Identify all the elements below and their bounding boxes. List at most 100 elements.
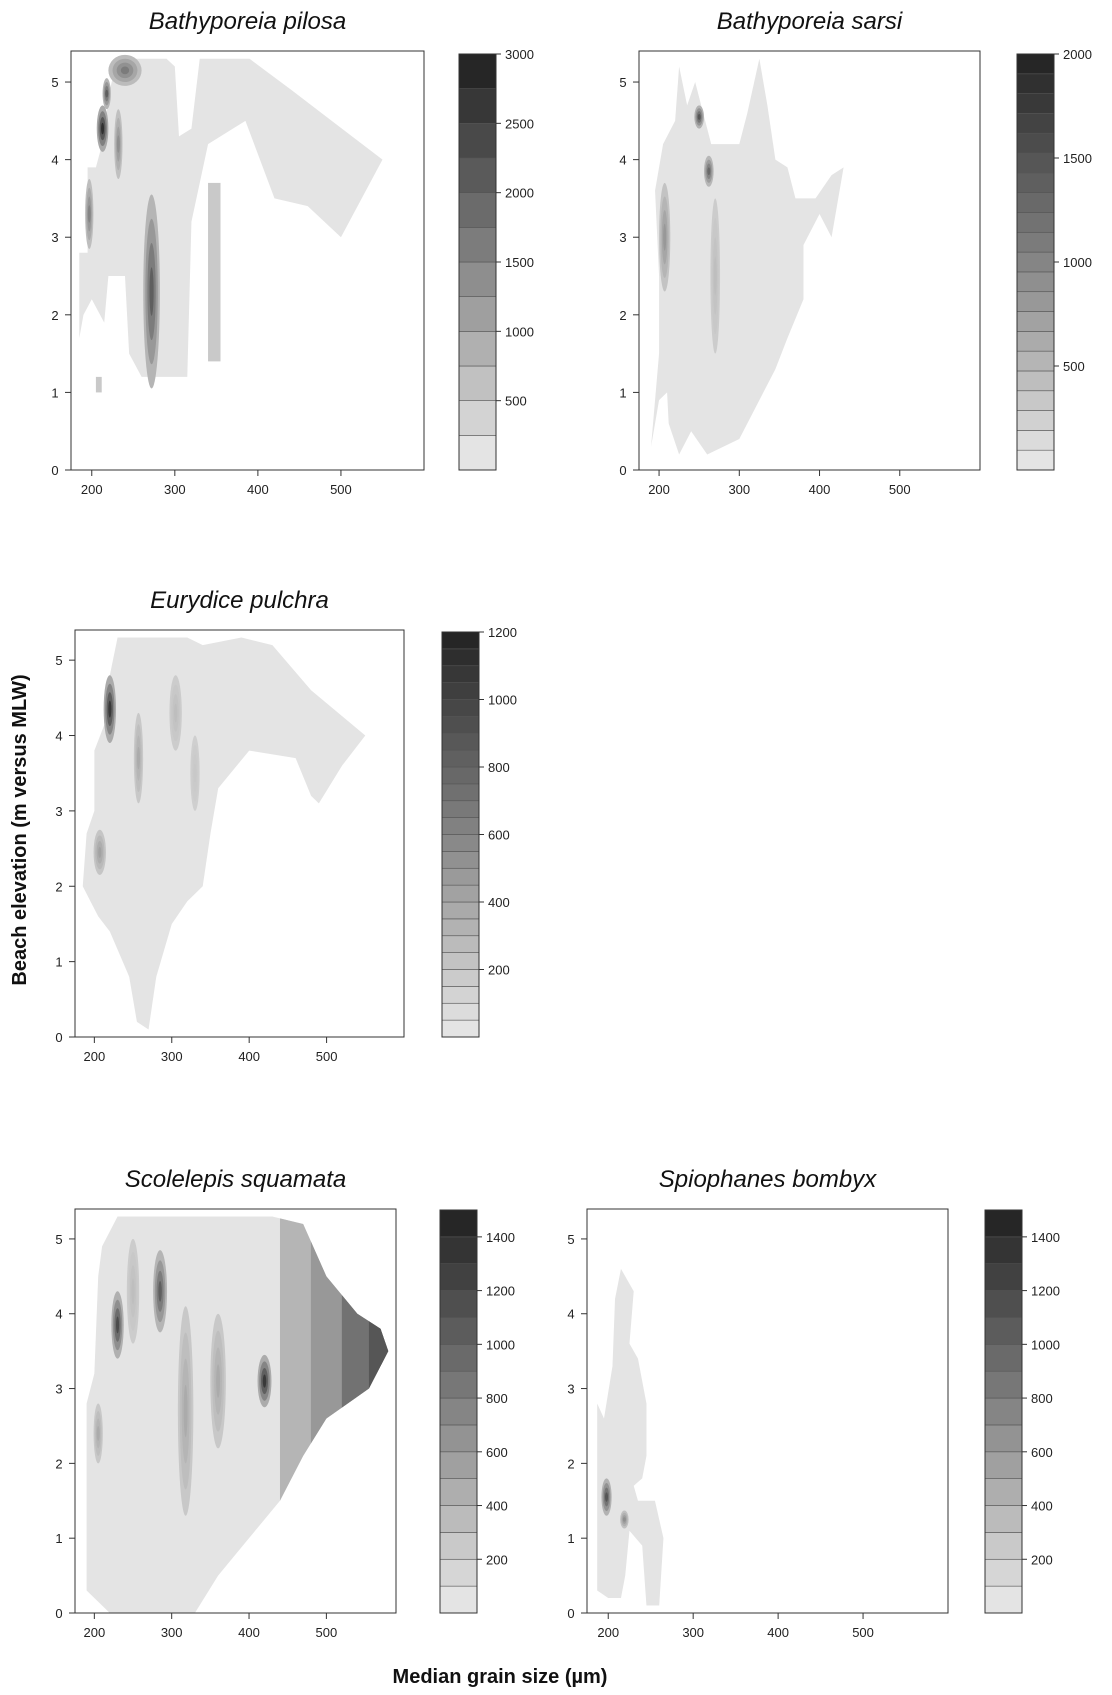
x-tick-label: 500 xyxy=(852,1625,874,1640)
colorbar-tick-label: 200 xyxy=(486,1552,508,1567)
colorbar-segment xyxy=(441,901,480,920)
colorbar-segment xyxy=(439,1532,478,1560)
colorbar-tick-label: 500 xyxy=(505,394,527,409)
colorbar-tick-label: 1000 xyxy=(1063,255,1092,270)
x-tick-label: 500 xyxy=(889,482,911,497)
colorbar-segment xyxy=(1016,212,1055,233)
x-tick-label: 300 xyxy=(161,1049,183,1064)
chart-panel-3: Eurydice pulchra 200 300 400 500 0 1 2 3 4 5 200 400… xyxy=(55,587,517,1064)
colorbar-segment xyxy=(1016,370,1055,392)
colorbar-segment xyxy=(441,766,480,785)
colorbar-segment xyxy=(1016,271,1055,293)
contour-area xyxy=(86,1216,389,1613)
contour-hotspot xyxy=(216,1364,221,1398)
y-tick-label: 4 xyxy=(55,729,62,744)
colorbar-segment xyxy=(441,1002,480,1021)
colorbar-tick-label: 600 xyxy=(488,828,510,843)
colorbar-segment xyxy=(1016,350,1055,372)
contour-hotspot xyxy=(158,1281,162,1302)
y-tick-label: 0 xyxy=(55,1606,62,1621)
chart-panel-2: Bathyporeia sarsi 200 300 400 500 0 1 2 3 4 5 500 10… xyxy=(619,8,1092,497)
y-tick-label: 4 xyxy=(619,153,626,168)
x-tick-label: 300 xyxy=(164,482,186,497)
colorbar-tick-label: 1000 xyxy=(1031,1337,1060,1352)
colorbar-segment xyxy=(439,1209,478,1238)
colorbar-segment xyxy=(441,969,480,987)
y-tick-label: 5 xyxy=(55,1232,62,1247)
y-tick-label: 0 xyxy=(55,1030,62,1045)
colorbar-segment xyxy=(441,867,480,886)
colorbar-segment xyxy=(1016,93,1055,114)
contour-hotspot xyxy=(697,114,701,120)
colorbar-segment xyxy=(458,365,497,401)
colorbar-tick-label: 2000 xyxy=(505,186,534,201)
y-tick-label: 2 xyxy=(55,1456,62,1471)
x-tick-label: 400 xyxy=(238,1625,260,1640)
colorbar-segment xyxy=(441,716,480,734)
colorbar-tick-label: 1200 xyxy=(488,625,517,640)
colorbar-segment xyxy=(1016,132,1055,154)
colorbar-segment xyxy=(1016,291,1055,312)
contour-hotspot xyxy=(622,1517,626,1522)
colorbar-segment xyxy=(458,331,497,367)
colorbar-tick-label: 1000 xyxy=(505,324,534,339)
colorbar-segment xyxy=(984,1263,1023,1291)
colorbar-segment xyxy=(1016,113,1055,134)
contour-area xyxy=(82,637,366,1030)
colorbar-tick-label: 200 xyxy=(1031,1552,1053,1567)
colorbar-tick-label: 3000 xyxy=(505,47,534,62)
contour-footprint xyxy=(651,58,844,455)
y-tick-label: 5 xyxy=(51,75,58,90)
colorbar-segment xyxy=(984,1505,1023,1533)
colorbar-tick-label: 2000 xyxy=(1063,47,1092,62)
chart-panel-1: Bathyporeia pilosa 200 300 400 500 0 1 2 3 4 5 500 1… xyxy=(51,8,534,497)
colorbar-segment xyxy=(441,783,480,802)
colorbar-segment xyxy=(1016,152,1055,174)
y-tick-label: 1 xyxy=(55,1531,62,1546)
contour-hotspot xyxy=(98,846,102,858)
colorbar-segment xyxy=(984,1478,1023,1506)
x-tick-label: 400 xyxy=(238,1049,260,1064)
chart-panel-4: Scolelepis squamata 200 300 400 500 0 1 2 3 4 5 200… xyxy=(55,1166,515,1640)
colorbar-segment xyxy=(439,1397,478,1426)
colorbar-segment xyxy=(1016,430,1055,451)
colorbar-segment xyxy=(441,682,480,700)
colorbar-segment xyxy=(1016,410,1055,431)
y-tick-label: 0 xyxy=(51,463,58,478)
contour-band xyxy=(368,1216,389,1613)
colorbar-tick-label: 1500 xyxy=(505,255,534,270)
x-tick-label: 200 xyxy=(597,1625,619,1640)
colorbar-tick-label: 400 xyxy=(486,1499,508,1514)
y-tick-label: 3 xyxy=(55,804,62,819)
y-axis-title: Beach elevation (m versus MLW) xyxy=(9,674,31,985)
colorbar-segment xyxy=(984,1290,1023,1318)
colorbar-segment xyxy=(439,1505,478,1533)
y-tick-label: 0 xyxy=(619,463,626,478)
contour-hotspot xyxy=(115,1316,120,1334)
colorbar-segment xyxy=(441,884,480,903)
colorbar-tick-label: 1200 xyxy=(1031,1284,1060,1299)
colorbar-tick-label: 200 xyxy=(488,963,510,978)
contour-footprint xyxy=(597,1268,664,1606)
colorbar-segment xyxy=(441,918,480,937)
colorbar-segment xyxy=(458,261,497,297)
colorbar-segment xyxy=(439,1236,478,1265)
chart-title: Bathyporeia sarsi xyxy=(717,8,903,35)
colorbar-tick-label: 1200 xyxy=(486,1284,515,1299)
colorbar-segment xyxy=(1016,231,1055,253)
colorbar-segment xyxy=(458,157,497,193)
x-tick-label: 300 xyxy=(728,482,750,497)
contour-hotspot xyxy=(108,700,112,718)
colorbar-segment xyxy=(439,1370,478,1399)
contour-hotspot xyxy=(116,135,120,153)
contour-footprint xyxy=(82,637,366,1030)
y-tick-label: 0 xyxy=(567,1606,574,1621)
colorbar-tick-label: 2500 xyxy=(505,116,534,131)
chart-title: Bathyporeia pilosa xyxy=(149,8,346,35)
colorbar-segment xyxy=(1016,73,1055,94)
colorbar-segment xyxy=(458,192,497,228)
y-tick-label: 4 xyxy=(55,1307,62,1322)
colorbar-segment xyxy=(458,227,497,263)
colorbar-frame xyxy=(984,1209,1023,1614)
y-tick-label: 2 xyxy=(619,308,626,323)
